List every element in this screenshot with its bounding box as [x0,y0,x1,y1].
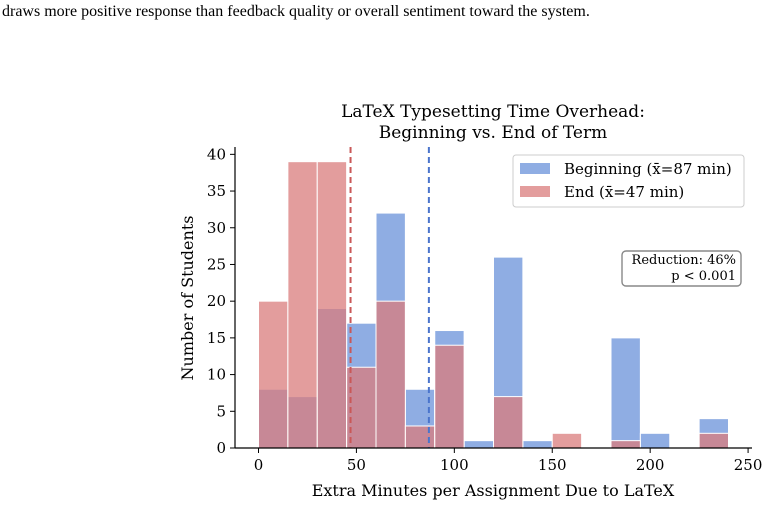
caption-fragment: draws more positive response than feedba… [2,3,590,20]
bar-beginning-195 [639,432,671,449]
annotation-p-value: p < 0.001 [671,269,736,284]
bars-layer [258,161,729,449]
y-axis-label: Number of Students [178,216,197,381]
x-tick-label-50: 50 [347,456,366,474]
bar-end-180 [610,440,641,449]
annotation-reduction: Reduction: 46% [632,253,736,268]
bar-end-30 [316,161,348,449]
bar-end-150 [551,432,583,449]
legend-swatch-beginning [520,163,550,174]
bar-beginning-105 [463,440,494,449]
tick-labels: 0 50 100 150 200 250 0 5 10 15 20 25 30 35 40 [207,145,762,474]
x-tick-label-200: 200 [636,456,665,474]
bar-beginning-180 [610,337,641,449]
bar-end-0 [258,300,289,449]
bar-end-60 [375,300,406,449]
y-tick-label-30: 30 [207,219,226,237]
chart-title-line-1: LaTeX Typesetting Time Overhead: [341,102,645,122]
legend-swatch-end [520,186,550,197]
y-tick-label-25: 25 [207,255,226,273]
mean-lines [349,147,430,448]
bar-beginning-135 [522,440,553,449]
legend: Beginning (x̄=87 min) End (x̄=47 min) [512,154,745,208]
y-tick-label-10: 10 [207,366,226,384]
y-tick-label-5: 5 [216,402,226,420]
bar-end-75 [404,425,436,449]
y-tick-label-15: 15 [207,329,226,347]
y-tick-label-35: 35 [207,182,226,200]
x-tick-label-100: 100 [440,456,469,474]
x-tick-label-0: 0 [254,456,264,474]
legend-label-end: End (x̄=47 min) [564,183,684,201]
y-tick-label-40: 40 [207,145,226,163]
x-tick-label-150: 150 [538,456,567,474]
chart-title: LaTeX Typesetting Time Overhead: Beginni… [341,102,645,143]
bar-end-225 [698,432,729,449]
y-tick-label-20: 20 [207,292,226,310]
bar-end-120 [493,396,524,449]
legend-label-beginning: Beginning (x̄=87 min) [564,160,732,178]
annotation-box [621,250,742,287]
legend-frame [512,154,745,208]
axes [230,147,752,453]
bar-end-15 [287,161,318,449]
chart-title-line-2: Beginning vs. End of Term [379,123,607,143]
x-axis-label: Extra Minutes per Assignment Due to LaTe… [312,481,675,500]
bar-end-90 [434,344,465,449]
x-tick-label-250: 250 [734,456,763,474]
y-tick-label-0: 0 [216,439,226,457]
stats-annotation: Reduction: 46% p < 0.001 [621,250,742,287]
